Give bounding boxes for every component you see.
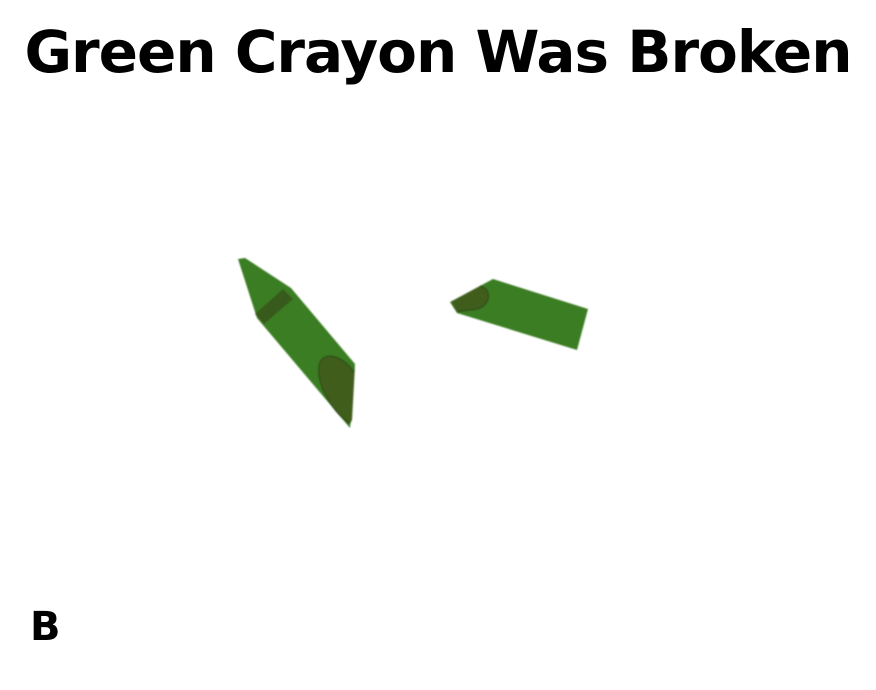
page-title: Green Crayon Was Broken [24,18,852,86]
crayon-end-oval [451,286,489,312]
crayon-tip-band [255,289,293,324]
crayon-tip-wrapper-oval [318,356,355,424]
crayon-tip-wrapper-oval-outline [318,355,355,425]
crayon-end-oval-outline [456,285,490,313]
crayon-tip-piece [238,258,355,428]
crayon-end-piece [450,279,588,350]
crayon-end-body [450,279,588,350]
corner-label: B [30,604,61,650]
